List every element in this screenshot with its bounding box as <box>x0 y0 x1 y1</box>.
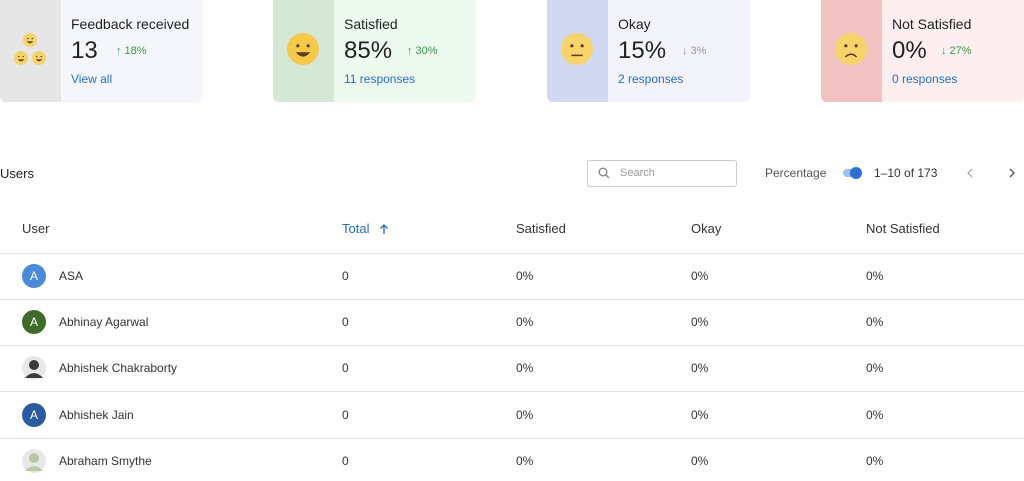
table-cell: 0% <box>691 407 709 422</box>
card-icon-area <box>273 0 334 102</box>
card-icon-area <box>0 0 61 102</box>
table-cell: 0% <box>866 269 884 283</box>
card-link[interactable]: 0 responses <box>892 72 958 86</box>
prev-page[interactable] <box>964 166 976 180</box>
table-cell: 0% <box>516 361 534 376</box>
column-header: User <box>22 221 50 236</box>
card-change: ↓ 27% <box>941 45 972 57</box>
column-header[interactable]: Total <box>342 221 388 236</box>
user-name: Abraham Smythe <box>59 453 152 468</box>
user-name: ASA <box>59 269 84 283</box>
card-change: ↑ 30% <box>407 45 438 57</box>
row-divider <box>0 299 1024 300</box>
table-cell: 0% <box>516 315 534 330</box>
avatar: A <box>22 402 46 427</box>
card-title: Okay <box>618 16 651 32</box>
pagination-text: 1–10 of 173 <box>874 166 938 180</box>
search-icon <box>598 167 610 179</box>
table-cell: 0% <box>866 453 884 468</box>
card-change: ↓ 3% <box>682 45 707 57</box>
column-header: Satisfied <box>516 221 566 236</box>
summary-card: Feedback received 13 ↑ 18% View all <box>0 0 203 102</box>
table-cell: 0% <box>691 361 709 376</box>
row-divider <box>0 437 1024 439</box>
card-title: Feedback received <box>71 16 190 32</box>
percentage-toggle[interactable] <box>841 165 865 181</box>
table-cell: 0 <box>342 407 349 422</box>
user-name: Abhinay Agarwal <box>59 315 149 330</box>
card-link[interactable]: View all <box>71 72 113 86</box>
row-divider <box>0 391 1024 393</box>
table-title: Users <box>0 166 34 181</box>
table-cell: 0% <box>866 315 884 330</box>
toggle-label: Percentage <box>765 166 827 180</box>
column-header: Okay <box>691 221 722 236</box>
table-cell: 0% <box>691 453 709 468</box>
card-title: Satisfied <box>344 16 398 32</box>
table-cell: 0% <box>691 269 709 283</box>
emoji-icon <box>561 33 593 65</box>
sort-icon <box>380 224 388 234</box>
user-name: Abhishek Jain <box>59 407 134 422</box>
card-value: 0% <box>892 37 927 64</box>
avatar-photo <box>22 356 46 381</box>
table-cell: 0 <box>342 315 349 330</box>
card-icon-area <box>547 0 608 102</box>
table-cell: 0% <box>866 361 884 376</box>
user-name: Abhishek Chakraborty <box>59 361 178 376</box>
column-header: Not Satisfied <box>866 221 940 236</box>
search-placeholder: Search <box>620 167 655 179</box>
table-cell: 0 <box>342 361 349 376</box>
avatar-photo <box>22 448 46 473</box>
card-value: 15% <box>618 37 667 64</box>
emoji-icon <box>287 33 319 65</box>
row-divider <box>0 345 1024 347</box>
card-value: 85% <box>344 37 393 64</box>
table-cell: 0% <box>516 269 534 283</box>
summary-card: Not Satisfied 0% ↓ 27% 0 responses <box>821 0 1024 102</box>
table-cell: 0% <box>516 453 534 468</box>
emoji-icon <box>835 33 867 65</box>
table-cell: 0% <box>866 407 884 422</box>
table-cell: 0 <box>342 269 349 283</box>
avatar: A <box>22 264 46 288</box>
table-cell: 0% <box>516 407 534 422</box>
search-box[interactable]: Search <box>587 160 737 187</box>
card-link[interactable]: 2 responses <box>618 72 684 86</box>
next-page[interactable] <box>1006 166 1018 180</box>
card-value: 13 <box>71 37 98 64</box>
summary-card: Okay 15% ↓ 3% 2 responses <box>547 0 750 102</box>
card-title: Not Satisfied <box>892 16 972 32</box>
emoji-icon <box>14 33 46 65</box>
avatar: A <box>22 310 46 335</box>
card-icon-area <box>821 0 882 102</box>
table-cell: 0% <box>691 315 709 330</box>
card-change: ↑ 18% <box>116 45 147 57</box>
header-divider <box>0 253 1024 254</box>
table-cell: 0 <box>342 453 349 468</box>
card-link[interactable]: 11 responses <box>344 72 416 86</box>
summary-card: Satisfied 85% ↑ 30% 11 responses <box>273 0 476 102</box>
